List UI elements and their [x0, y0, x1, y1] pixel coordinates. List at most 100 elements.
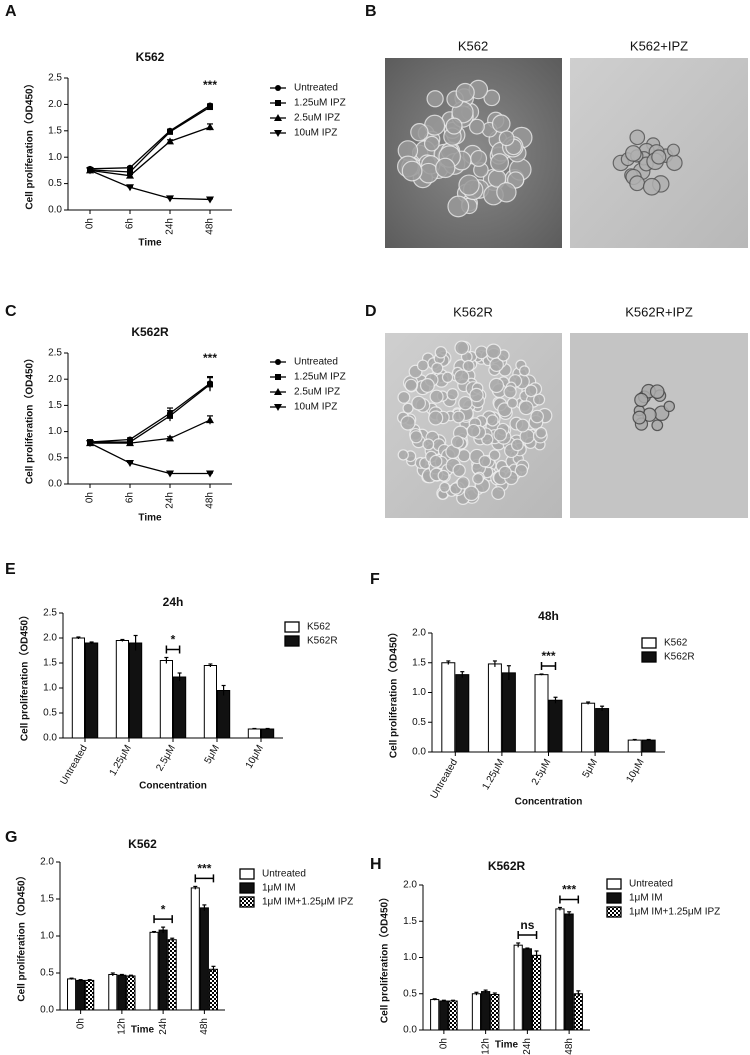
legend-swatch [641, 651, 657, 663]
panel-label: A [5, 3, 17, 20]
panel-label: C [5, 303, 17, 320]
x-tick-label: 48h [199, 1018, 210, 1035]
bar [534, 674, 549, 753]
line [90, 383, 211, 443]
legend-label: 10uM IPZ [294, 402, 337, 413]
legend-label: K562R [307, 636, 338, 647]
cell [439, 481, 451, 493]
cell [649, 384, 665, 400]
legend-label: K562R [664, 652, 695, 663]
x-axis-label: Concentration [139, 781, 207, 792]
marker [166, 470, 174, 478]
cell [666, 154, 683, 172]
cell [404, 378, 418, 392]
cell [629, 129, 646, 146]
cell [422, 438, 435, 451]
bar [158, 929, 168, 1011]
cell [530, 409, 544, 424]
y-tick-label: 1.0 [43, 683, 57, 694]
bar [71, 637, 86, 739]
cell [411, 395, 427, 411]
line [89, 104, 211, 170]
cell [483, 89, 501, 107]
x-axis-label: Time [131, 1025, 155, 1036]
legend-label: 1μM IM+1.25μM IPZ [629, 907, 720, 918]
cell [491, 486, 506, 501]
legend-label: Untreated [294, 83, 338, 94]
legend-label: 1μM IM [262, 883, 296, 894]
cell [397, 390, 411, 404]
cell [431, 362, 444, 375]
x-tick-label: 0h [439, 1038, 450, 1049]
y-tick-label: 0.0 [48, 205, 62, 216]
line [89, 126, 211, 177]
legend-label: Untreated [294, 357, 338, 368]
cell [469, 387, 484, 403]
annotation: ns [520, 918, 534, 932]
legend-label: K562 [307, 622, 331, 633]
marker [166, 137, 174, 145]
cell [401, 160, 423, 182]
y-tick-label: 1.5 [48, 125, 62, 136]
y-tick-label: 2.5 [43, 608, 57, 619]
bar [117, 974, 127, 1011]
bar [581, 702, 596, 753]
annotation: * [161, 902, 166, 916]
legend-label: 1.25uM IPZ [294, 98, 346, 109]
line [89, 382, 211, 443]
cell [463, 485, 480, 502]
chart-title: K562R [488, 859, 526, 873]
bar [159, 660, 174, 739]
y-tick-label: 0.5 [48, 452, 62, 463]
x-tick-label: 10μM [244, 743, 266, 770]
marker [166, 195, 174, 203]
legend-swatch [641, 637, 657, 649]
cell [470, 149, 488, 167]
cell [454, 340, 470, 356]
y-tick-label: 1.5 [40, 894, 54, 905]
y-tick-label: 1.0 [48, 426, 62, 437]
cell [447, 195, 470, 218]
x-tick-label: 5μM [203, 743, 222, 766]
marker [275, 374, 281, 380]
legend-label: 2.5uM IPZ [294, 113, 340, 124]
micrograph-label: K562 [458, 38, 488, 53]
marker [86, 167, 94, 175]
bar [126, 975, 136, 1011]
legend-swatch [284, 621, 300, 633]
bar [129, 642, 143, 739]
cell [510, 438, 524, 452]
cell [533, 393, 546, 406]
x-tick-label: 24h [165, 218, 176, 235]
cell [434, 346, 448, 359]
marker [206, 196, 214, 204]
x-tick-label: 12h [117, 1018, 128, 1035]
bar [261, 728, 275, 739]
chart-title: K562 [136, 50, 165, 64]
x-tick-label: Untreated [58, 743, 89, 787]
x-axis-label: Time [138, 513, 162, 524]
legend-label: 10uM IPZ [294, 128, 337, 139]
legend-label: 1μM IM+1.25μM IPZ [262, 897, 353, 908]
y-tick-label: 0.5 [412, 717, 426, 728]
line [90, 419, 211, 444]
line [89, 169, 211, 201]
legend-label: Untreated [262, 869, 306, 880]
marker [275, 359, 281, 365]
cell-clusters [396, 79, 683, 505]
cell [642, 177, 661, 196]
y-axis-label: Cell proliferation（OD450） [23, 78, 36, 209]
cell [485, 343, 502, 360]
y-tick-label: 0.0 [40, 1005, 54, 1016]
cell [462, 359, 475, 373]
x-axis-label: Time [495, 1040, 519, 1051]
legend-swatch [606, 906, 622, 918]
cell [409, 430, 423, 444]
cell [634, 392, 649, 408]
cell [453, 369, 470, 385]
cell [402, 402, 414, 414]
x-tick-label: 24h [522, 1038, 533, 1055]
marker [167, 412, 173, 419]
y-tick-label: 0.0 [403, 1025, 417, 1036]
